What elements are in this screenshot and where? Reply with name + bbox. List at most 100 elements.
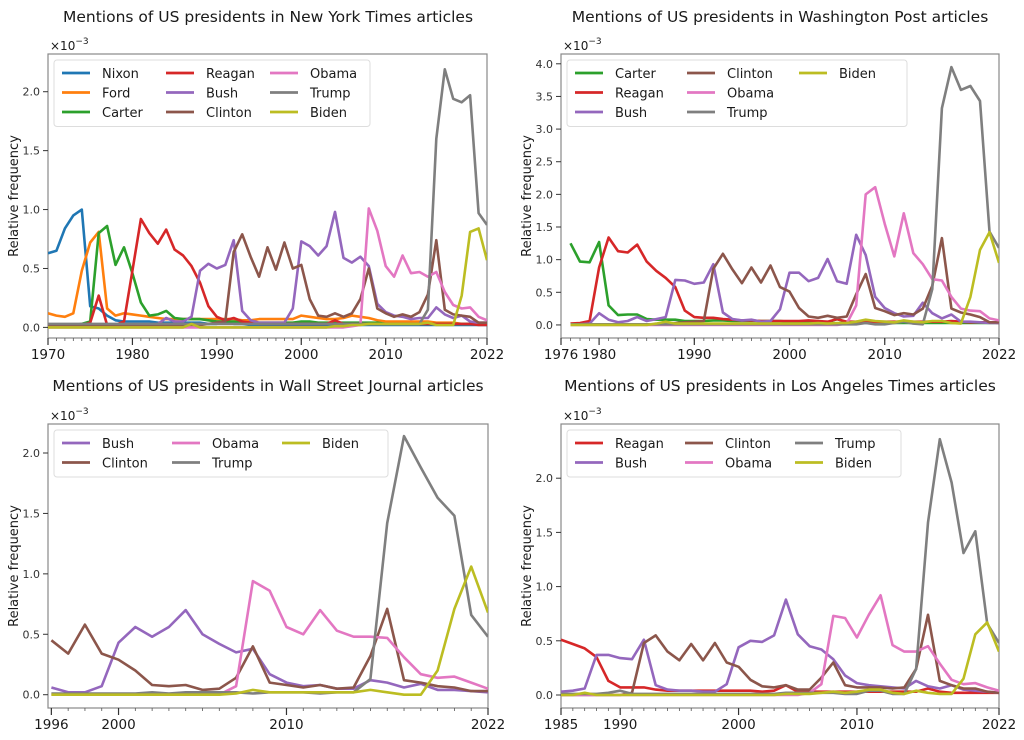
series-line-clinton [48,233,487,328]
legend-item: Bush [575,106,647,121]
legend-box [566,59,908,127]
y-axis-label: Relative frequency [7,135,22,257]
legend-item: Obama [687,87,774,102]
x-tick-label: 2000 [772,347,806,363]
y-tick-label: 0.0 [23,689,41,702]
y-tick-label: 1.0 [536,581,554,594]
legend-item: Clinton [685,437,771,452]
y-tick-label: 0.5 [536,635,554,648]
x-tick-label: 1980 [582,347,616,363]
x-tick-label: 2022 [982,717,1016,733]
legend-box [53,59,371,127]
legend-label: Trump [309,87,351,102]
legend-item: Obama [270,67,357,82]
legend-item: Biden [799,67,876,82]
legend-label: Bush [615,106,647,121]
y-axis-label: Relative frequency [520,135,535,257]
chart-panel-0: Mentions of US presidents in New York Ti… [7,8,504,363]
y-tick-label: 1.0 [536,254,554,267]
legend-item: Bush [575,457,647,472]
legend-item: Clinton [62,457,148,472]
legend-item: Clinton [687,67,773,82]
legend-item: Bush [62,437,134,452]
x-tick-label: 2010 [868,347,902,363]
y-multiplier: ×10−3 [563,37,602,53]
y-multiplier-exponent: −3 [75,37,88,47]
y-multiplier: ×10−3 [563,407,602,423]
x-tick-label: 2000 [284,347,318,363]
x-tick-label: 1970 [31,347,65,363]
chart-panel-1: Mentions of US presidents in Washington … [520,8,1016,363]
x-tick-label: 2000 [101,717,135,733]
y-tick-label: 2.0 [536,188,554,201]
legend-label: Reagan [206,67,255,82]
legend-label: Trump [211,457,253,472]
y-tick-label: 2.0 [536,472,554,485]
legend-item: Obama [685,457,772,472]
series-line-biden [51,565,488,697]
legend: Carter Reagan Bush Clinton Obama Trump Biden [566,59,908,127]
legend-label: Ford [102,87,130,102]
plot-frame [47,423,489,709]
legend-item: Carter [575,67,656,82]
series-line-obama [51,579,488,697]
y-tick-label: 0.0 [536,689,554,702]
y-tick-label: 1.0 [23,568,41,581]
legend-item: Clinton [166,106,252,121]
legend-item: Biden [795,457,872,472]
y-axis-label: Relative frequency [520,505,535,627]
series-line-clinton [50,607,488,693]
legend-label: Clinton [102,457,148,472]
x-tick-label: 1976 [544,347,578,363]
legend-item: Biden [270,106,347,121]
y-multiplier-exponent: −3 [75,407,88,417]
y-tick-label: 1.5 [23,507,41,520]
y-tick-label: 1.0 [23,204,41,217]
legend-item: Biden [282,437,359,452]
legend-label: Obama [725,457,772,472]
legend-label: Bush [206,87,238,102]
legend-item: Trump [270,87,351,102]
series-group [569,65,999,327]
legend-item: Ford [62,87,130,102]
legend-label: Biden [835,457,872,472]
legend-label: Obama [212,437,259,452]
y-multiplier-base: ×10 [563,39,588,53]
legend-label: Biden [322,437,359,452]
legend-label: Trump [726,106,768,121]
y-tick-label: 3.0 [536,123,554,136]
series-line-bush [51,608,488,694]
legend-item: Reagan [575,87,664,102]
legend-item: Trump [687,106,768,121]
legend-item: Nixon [62,67,139,82]
plot-frame [560,423,1000,709]
y-tick-label: 0.5 [23,628,41,641]
chart-panel-2: Mentions of US presidents in Wall Street… [7,377,505,733]
legend-label: Clinton [725,437,771,452]
y-tick-label: 1.5 [536,526,554,539]
x-tick-label: 2022 [471,717,505,733]
legend-label: Nixon [102,67,139,82]
y-multiplier-exponent: −3 [588,407,601,417]
legend-label: Clinton [206,106,252,121]
x-tick-label: 1985 [544,717,578,733]
x-tick-label: 2022 [470,347,504,363]
y-tick-label: 2.5 [536,156,554,169]
y-multiplier: ×10−3 [50,37,89,53]
legend-item: Obama [172,437,259,452]
legend-label: Reagan [615,87,664,102]
legend-item: Trump [172,457,253,472]
legend-label: Reagan [615,437,664,452]
legend-item: Trump [795,437,876,452]
legend-label: Carter [102,106,143,121]
legend-label: Biden [839,67,876,82]
legend: Bush Clinton Obama Trump Biden [53,429,389,478]
y-tick-label: 2.0 [23,447,41,460]
legend-label: Bush [615,457,647,472]
x-tick-label: 1980 [115,347,149,363]
x-tick-label: 2010 [369,347,403,363]
x-tick-label: 1990 [200,347,234,363]
chart-panel-3: Mentions of US presidents in Los Angeles… [520,377,1016,733]
legend-item: Reagan [575,437,664,452]
